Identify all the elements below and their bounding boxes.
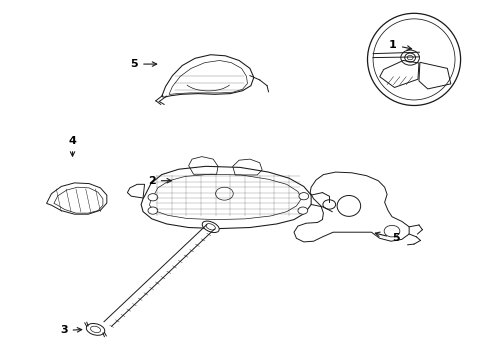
Circle shape [148,207,158,214]
Ellipse shape [202,221,219,233]
Circle shape [384,225,400,237]
Ellipse shape [401,50,419,65]
Ellipse shape [86,324,105,335]
Circle shape [299,193,309,200]
Circle shape [216,187,233,200]
Text: 5: 5 [375,232,400,243]
Circle shape [323,200,336,209]
Text: 1: 1 [389,40,412,50]
Circle shape [298,207,308,214]
Text: 5: 5 [130,59,157,69]
Circle shape [148,194,158,201]
Text: 3: 3 [60,325,82,336]
Text: 4: 4 [69,136,76,156]
Text: 2: 2 [148,176,171,186]
Circle shape [407,55,413,60]
Ellipse shape [337,195,361,216]
